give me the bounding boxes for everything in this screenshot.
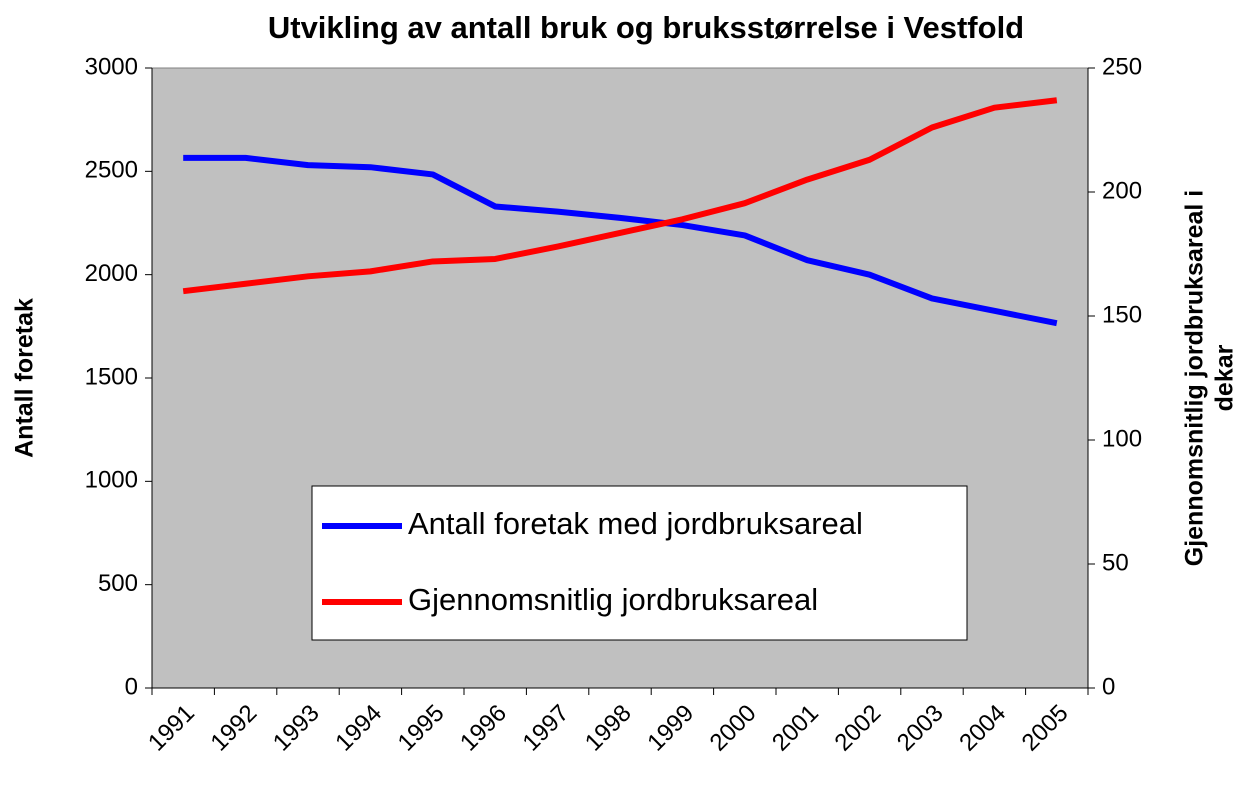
x-tick-label: 1991	[143, 700, 200, 757]
x-tick-label: 1996	[455, 700, 512, 757]
y-axis-label: Antall foretak	[11, 298, 39, 458]
x-tick-label: 1993	[268, 700, 325, 757]
legend	[311, 485, 968, 641]
y-tick-label: 2500	[85, 157, 138, 184]
y2-axis-label: dekar	[1211, 344, 1239, 411]
y-tick-label: 500	[98, 570, 138, 597]
x-tick-label: 1997	[517, 700, 574, 757]
chart-title: Utvikling av antall bruk og bruksstørrel…	[268, 10, 1024, 45]
x-tick-label: 2003	[892, 700, 949, 757]
legend-label: Gjennomsnitlig jordbruksareal	[408, 582, 818, 617]
y2-tick-label: 0	[1102, 673, 1115, 700]
y-tick-label: 1000	[85, 467, 138, 494]
y-tick-label: 1500	[85, 363, 138, 390]
x-tick-label: 1992	[205, 700, 262, 757]
y-tick-label: 0	[125, 673, 138, 700]
line-series	[183, 154, 1058, 327]
y2-tick-label: 250	[1102, 53, 1142, 80]
x-tick-label: 2005	[1017, 700, 1074, 757]
x-tick-label: 1994	[330, 700, 387, 757]
x-tick-label: 2001	[767, 700, 824, 757]
y-tick-label: 2000	[85, 260, 138, 287]
x-tick-label: 2000	[705, 700, 762, 757]
x-tick-label: 2004	[954, 700, 1011, 757]
y2-tick-label: 50	[1102, 549, 1129, 576]
legend-label: Antall foretak med jordbruksareal	[408, 506, 863, 541]
y2-tick-label: 150	[1102, 301, 1142, 328]
x-tick-label: 1995	[393, 700, 450, 757]
y2-tick-label: 100	[1102, 425, 1142, 452]
x-tick-label: 1998	[580, 700, 637, 757]
y-tick-label: 3000	[85, 53, 138, 80]
y2-tick-label: 200	[1102, 177, 1142, 204]
y2-axis-label: Gjennomsnitlig jordbruksareal i	[1181, 190, 1209, 566]
line-series	[182, 97, 1058, 295]
x-tick-label: 1999	[642, 700, 699, 757]
x-tick-label: 2002	[829, 700, 886, 757]
